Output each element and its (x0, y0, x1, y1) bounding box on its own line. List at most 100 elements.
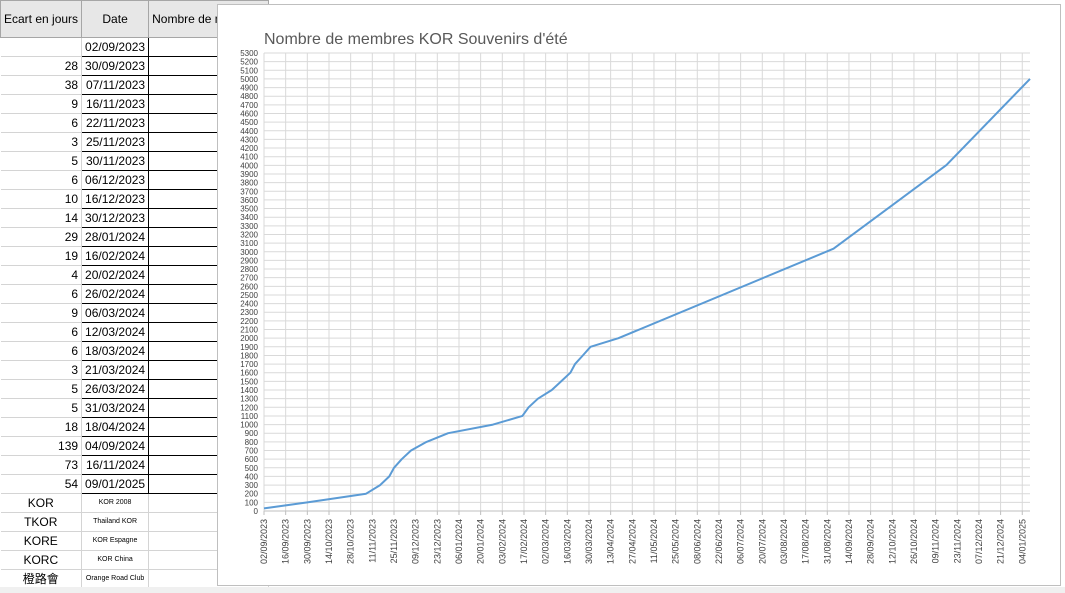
y-tick-label: 500 (245, 464, 259, 473)
spreadsheet-table: Ecart en jours Date Nombre de membres 02… (0, 0, 269, 589)
cell-gap[interactable]: 10 (0, 189, 83, 209)
cell-gap[interactable]: 38 (0, 75, 83, 95)
cell-date[interactable]: 09/01/2025 (81, 474, 150, 494)
cell-date[interactable]: 30/09/2023 (81, 56, 150, 76)
y-tick-label: 4600 (240, 109, 258, 118)
cell-gap[interactable]: 18 (0, 417, 83, 437)
cell-group-name[interactable]: KOR 2008 (81, 493, 150, 513)
cell-date[interactable]: 16/11/2023 (81, 94, 150, 114)
y-tick-label: 900 (245, 429, 259, 438)
cell-group-code[interactable]: TKOR (0, 512, 83, 532)
y-tick-label: 400 (245, 472, 259, 481)
chart-title: Nombre de membres KOR Souvenirs d'été (264, 31, 568, 48)
cell-gap[interactable]: 9 (0, 94, 83, 114)
cell-gap[interactable]: 54 (0, 474, 83, 494)
cell-group-name[interactable]: KOR China (81, 550, 150, 570)
sheet-scroll-strip[interactable] (0, 587, 1065, 593)
cell-date[interactable]: 16/12/2023 (81, 189, 150, 209)
cell-date[interactable]: 20/02/2024 (81, 265, 150, 285)
cell-date[interactable]: 30/12/2023 (81, 208, 150, 228)
cell-date[interactable]: 26/02/2024 (81, 284, 150, 304)
cell-gap[interactable]: 6 (0, 322, 83, 342)
cell-date[interactable]: 16/11/2024 (81, 455, 150, 475)
cell-date[interactable]: 06/12/2023 (81, 170, 150, 190)
cell-gap[interactable]: 5 (0, 379, 83, 399)
cell-group-name[interactable]: Thailand KOR (81, 512, 150, 532)
cell-gap[interactable]: 139 (0, 436, 83, 456)
cell-date[interactable]: 21/03/2024 (81, 360, 150, 380)
cell-gap[interactable]: 3 (0, 132, 83, 152)
cell-date[interactable]: 06/03/2024 (81, 303, 150, 323)
cell-date[interactable]: 31/03/2024 (81, 398, 150, 418)
x-tick-label: 20/01/2024 (476, 519, 486, 564)
cell-gap[interactable]: 6 (0, 341, 83, 361)
x-tick-label: 31/08/2024 (822, 519, 832, 564)
y-tick-label: 3200 (240, 230, 258, 239)
cell-gap[interactable]: 73 (0, 455, 83, 475)
cell-date[interactable]: 26/03/2024 (81, 379, 150, 399)
cell-gap[interactable] (0, 37, 83, 57)
x-tick-label: 02/03/2024 (541, 519, 551, 564)
cell-gap[interactable]: 29 (0, 227, 83, 247)
header-ecart[interactable]: Ecart en jours (0, 0, 83, 38)
x-tick-label: 30/09/2023 (302, 519, 312, 564)
y-tick-label: 3700 (240, 187, 258, 196)
y-tick-label: 2500 (240, 291, 258, 300)
header-date[interactable]: Date (81, 0, 150, 38)
x-tick-label: 03/02/2024 (497, 519, 507, 564)
x-tick-label: 06/07/2024 (736, 519, 746, 564)
cell-date[interactable]: 18/04/2024 (81, 417, 150, 437)
x-tick-label: 28/09/2024 (866, 519, 876, 564)
cell-date[interactable]: 12/03/2024 (81, 322, 150, 342)
cell-gap[interactable]: 14 (0, 208, 83, 228)
cell-date[interactable]: 25/11/2023 (81, 132, 150, 152)
cell-group-code[interactable]: 橙路會 (0, 569, 83, 589)
cell-group-code[interactable]: KOR (0, 493, 83, 513)
x-tick-label: 21/12/2024 (996, 519, 1006, 564)
x-tick-label: 04/01/2025 (1017, 519, 1027, 564)
cell-gap[interactable]: 6 (0, 284, 83, 304)
cell-date[interactable]: 28/01/2024 (81, 227, 150, 247)
x-tick-label: 06/01/2024 (454, 519, 464, 564)
cell-date[interactable]: 18/03/2024 (81, 341, 150, 361)
y-tick-label: 4400 (240, 127, 258, 136)
y-tick-label: 3600 (240, 196, 258, 205)
y-tick-label: 5000 (240, 75, 258, 84)
cell-gap[interactable]: 6 (0, 170, 83, 190)
cell-date[interactable]: 30/11/2023 (81, 151, 150, 171)
y-tick-label: 4500 (240, 118, 258, 127)
cell-gap[interactable]: 28 (0, 56, 83, 76)
y-tick-label: 800 (245, 438, 259, 447)
y-tick-label: 3000 (240, 248, 258, 257)
cell-gap[interactable]: 4 (0, 265, 83, 285)
cell-date[interactable]: 02/09/2023 (81, 37, 150, 57)
x-tick-label: 09/12/2023 (411, 519, 421, 564)
cell-date[interactable]: 04/09/2024 (81, 436, 150, 456)
x-tick-label: 16/09/2023 (281, 519, 291, 564)
cell-date[interactable]: 22/11/2023 (81, 113, 150, 133)
cell-group-name[interactable]: KOR Espagne (81, 531, 150, 551)
x-tick-label: 09/11/2024 (931, 519, 941, 563)
y-tick-label: 1400 (240, 386, 258, 395)
cell-gap[interactable]: 3 (0, 360, 83, 380)
line-chart: 0100200300400500600700800900100011001200… (240, 49, 1031, 564)
y-tick-label: 4700 (240, 101, 258, 110)
cell-date[interactable]: 16/02/2024 (81, 246, 150, 266)
y-tick-label: 2300 (240, 308, 258, 317)
cell-gap[interactable]: 5 (0, 398, 83, 418)
cell-date[interactable]: 07/11/2023 (81, 75, 150, 95)
cell-gap[interactable]: 5 (0, 151, 83, 171)
x-tick-label: 02/09/2023 (259, 519, 269, 564)
y-tick-label: 5100 (240, 66, 258, 75)
x-tick-label: 07/12/2024 (974, 519, 984, 564)
cell-group-name[interactable]: Orange Road Club (81, 569, 150, 589)
cell-gap[interactable]: 19 (0, 246, 83, 266)
y-tick-label: 4900 (240, 84, 258, 93)
cell-group-code[interactable]: KORE (0, 531, 83, 551)
cell-gap[interactable]: 6 (0, 113, 83, 133)
cell-gap[interactable]: 9 (0, 303, 83, 323)
y-tick-label: 1500 (240, 377, 258, 386)
y-tick-label: 2100 (240, 326, 258, 335)
cell-group-code[interactable]: KORC (0, 550, 83, 570)
